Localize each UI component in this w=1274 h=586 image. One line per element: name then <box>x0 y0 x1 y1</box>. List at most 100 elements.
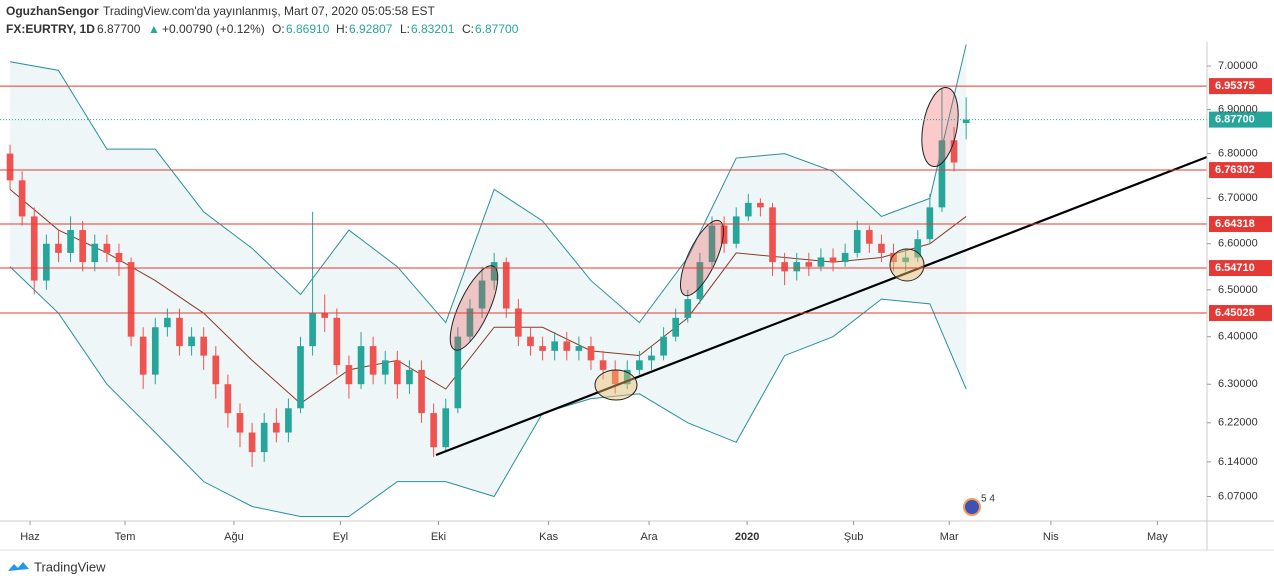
x-tick-label: Ara <box>641 531 659 543</box>
price-label: 6.54710 <box>1215 262 1255 274</box>
candle-body <box>212 355 220 385</box>
current-price-label: 6.87700 <box>1215 113 1255 125</box>
candle-body <box>708 225 716 263</box>
y-tick-label: 6.80000 <box>1218 148 1258 160</box>
candle-body <box>297 346 304 409</box>
candle-body <box>490 262 498 281</box>
price-label-box <box>1209 216 1272 233</box>
candle-body <box>914 239 922 258</box>
x-tick-label: Tem <box>115 531 136 543</box>
price-label-box <box>1209 305 1272 322</box>
o-label: O: <box>272 22 285 36</box>
candle-body <box>248 432 256 453</box>
candle-body <box>599 360 607 370</box>
candle-body <box>260 422 268 453</box>
price-label-box <box>1209 162 1272 179</box>
candle-body <box>394 360 401 385</box>
author: OguzhanSengor <box>6 4 99 18</box>
x-tick-label: Mar <box>940 531 959 543</box>
candle-body <box>333 317 341 366</box>
candle-body <box>829 257 837 263</box>
highlight-ellipse <box>921 86 959 168</box>
y-tick-label: 6.40000 <box>1218 331 1258 343</box>
candle-body <box>878 243 885 253</box>
price-label: 6.95375 <box>1215 80 1255 92</box>
candle-body <box>272 422 280 433</box>
candle-body <box>563 341 571 351</box>
candle-body <box>430 413 437 448</box>
candle-body <box>575 346 583 351</box>
candle-body <box>442 408 450 448</box>
candle-body <box>781 262 788 272</box>
candle-body <box>406 369 413 385</box>
candle-body <box>611 369 619 385</box>
candle-body <box>636 360 643 370</box>
y-tick-label: 6.60000 <box>1218 238 1258 250</box>
last-price: 6.87700 <box>97 22 141 36</box>
candle-body <box>527 336 534 347</box>
candle-body <box>381 360 389 375</box>
band-fill <box>10 44 967 517</box>
candle-body <box>236 413 244 433</box>
candle-body <box>769 207 776 263</box>
candle-body <box>684 299 692 318</box>
h-value: 6.92807 <box>349 22 393 36</box>
support-ellipse <box>889 248 925 282</box>
candle-body <box>200 336 208 356</box>
candle-body <box>720 225 728 244</box>
candle-body <box>115 252 123 263</box>
candle-body <box>188 336 195 347</box>
candle-body <box>648 355 655 361</box>
candle-body <box>79 230 86 263</box>
x-tick-label: Eyl <box>333 531 348 543</box>
candle-body <box>853 230 861 253</box>
current-price-box <box>1209 111 1272 128</box>
candle-body <box>623 369 631 385</box>
event-badge[interactable]: 5 4 <box>981 494 995 505</box>
candle-body <box>6 153 14 181</box>
band-middle <box>9 188 967 405</box>
y-tick-label: 6.14000 <box>1218 456 1258 468</box>
candle-body <box>454 336 462 409</box>
candle-body <box>962 119 970 124</box>
candle-body <box>285 408 292 433</box>
x-tick-label: Ağu <box>224 531 244 543</box>
trend-line <box>435 155 1207 457</box>
candle-body <box>890 252 897 263</box>
support-ellipse <box>594 369 638 401</box>
price-label: 6.64318 <box>1215 218 1255 230</box>
x-tick-label: May <box>1147 531 1168 543</box>
candles-layer <box>6 87 970 467</box>
h-label: H: <box>336 22 348 36</box>
candle-body <box>18 180 26 217</box>
candle-body <box>224 384 232 414</box>
price-label: 6.45028 <box>1215 307 1255 319</box>
price-label-box <box>1209 78 1272 95</box>
x-tick-label: Şub <box>844 531 864 543</box>
candle-body <box>55 243 62 253</box>
candle-body <box>418 369 425 414</box>
candle-body <box>139 336 147 375</box>
arrow: ▲ <box>148 22 160 36</box>
l-value: 6.83201 <box>411 22 455 36</box>
y-tick-label: 7.00000 <box>1218 60 1258 72</box>
y-tick-label: 6.07000 <box>1218 490 1258 502</box>
y-tick-label: 6.70000 <box>1218 192 1258 204</box>
candle-body <box>793 262 801 272</box>
x-tick-label: Nis <box>1043 531 1059 543</box>
candle-body <box>321 313 329 318</box>
event-icon[interactable] <box>963 498 981 516</box>
l-label: L: <box>400 22 410 36</box>
candle-body <box>926 207 934 240</box>
band-lower <box>9 266 967 517</box>
candle-body <box>938 140 946 208</box>
price-lines-layer: 6.95375 6.76302 6.64318 6.54710 6.45028 6.877… <box>0 78 1272 322</box>
o-value: 6.86910 <box>286 22 330 36</box>
candle-body <box>866 230 873 244</box>
candle-body <box>309 313 316 347</box>
x-tick-label: Haz <box>20 531 40 543</box>
candle-body <box>164 317 171 328</box>
candle-body <box>696 262 704 300</box>
highlight-ellipse <box>449 265 499 351</box>
